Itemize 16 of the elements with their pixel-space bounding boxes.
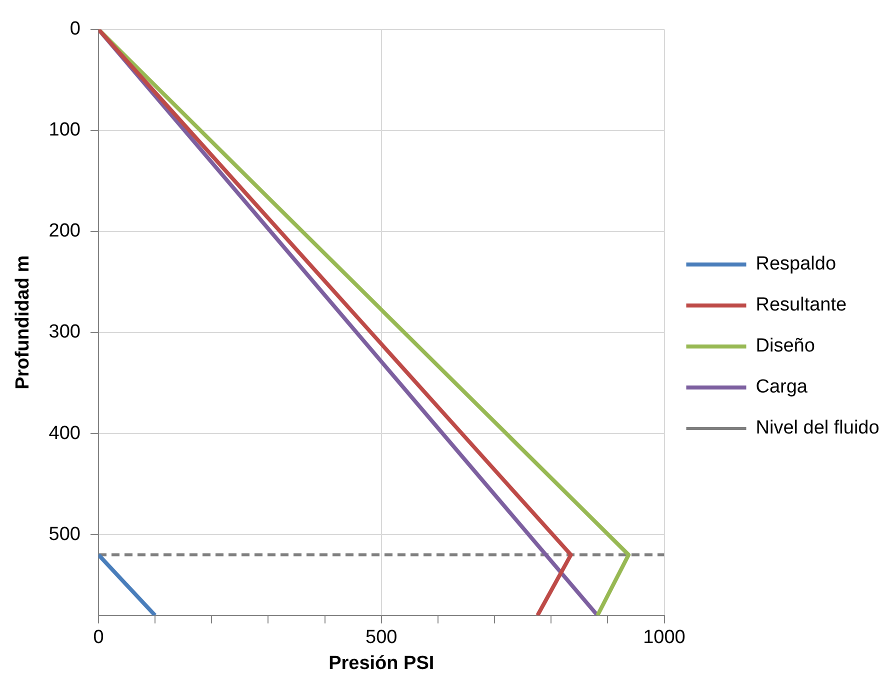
y-tick-label: 0 — [70, 18, 80, 40]
x-tick-label: 1000 — [643, 627, 686, 648]
x-axis-title: Presión PSI — [328, 652, 434, 674]
x-tick-label: 500 — [366, 627, 398, 648]
x-tick-label: 0 — [93, 627, 104, 648]
y-tick-label: 500 — [48, 524, 80, 545]
y-tick-label: 300 — [48, 322, 80, 343]
legend-label: Carga — [756, 376, 808, 398]
y-tick-label: 200 — [48, 220, 80, 242]
y-axis-title: Profundidad m — [12, 255, 34, 390]
y-tick-label: 100 — [48, 120, 80, 141]
legend-label: Diseño — [756, 336, 815, 357]
legend-label: Respaldo — [756, 254, 836, 275]
legend-label: Resultante — [756, 294, 847, 316]
y-tick-label: 400 — [48, 422, 80, 444]
legend-label: Nivel del fluido — [756, 418, 880, 439]
